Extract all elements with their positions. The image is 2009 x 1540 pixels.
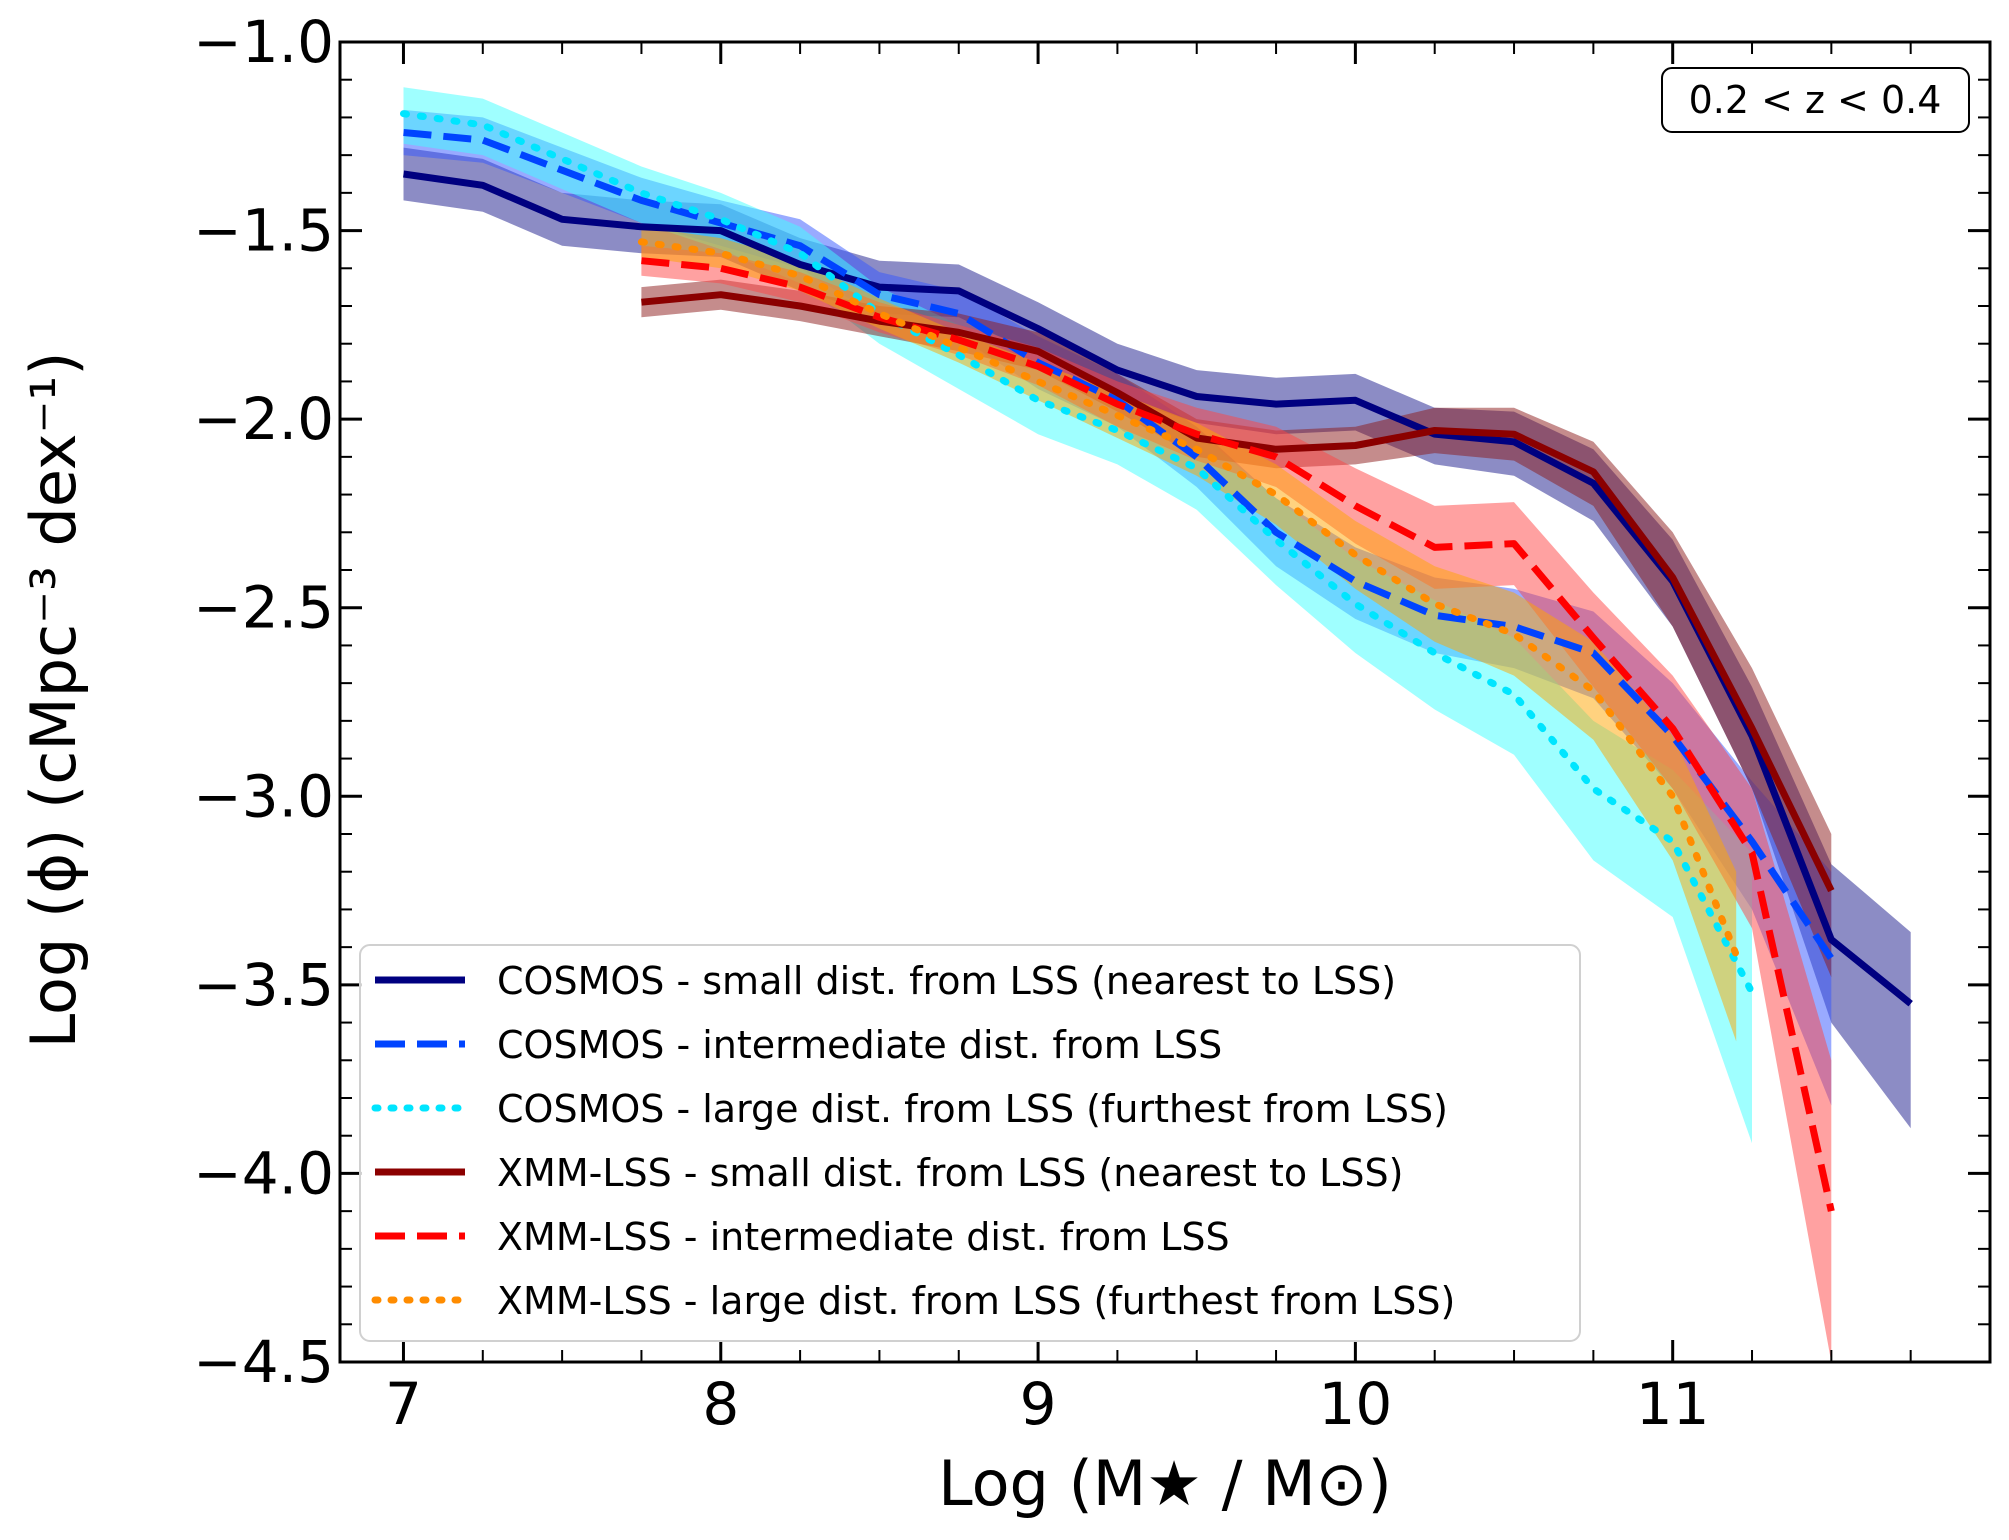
y-axis-label: Log (ϕ) (cMpc⁻³ dex⁻¹) [17,352,90,1049]
legend-label-3: COSMOS - large dist. from LSS (furthest … [497,1087,1448,1131]
y-tick-label: −3.5 [193,951,334,1019]
annotation-box [1661,67,1970,133]
series-line-5 [641,257,1835,1212]
x-tick-label: 11 [1636,1370,1710,1438]
x-tick-label: 10 [1318,1370,1392,1438]
legend-label-1: COSMOS - small dist. from LSS (nearest t… [497,959,1396,1003]
redshift-annotation: 0.2 < z < 0.4 [1661,67,1970,133]
plot-frame [338,40,1992,1364]
axis-tick-labels: 7 8 9 10 11 −1.0 −1.5 −2.0 −2.5 −3.0 −3.5 −4.0 −4.5 [193,8,1709,1438]
annotation-text: 0.2 < z < 0.4 [1689,78,1942,122]
series-line-6 [637,238,1740,959]
axis-ticks [340,40,1990,1364]
x-tick-label: 7 [385,1370,422,1438]
x-tick-label: 9 [1020,1370,1057,1438]
error-band-5 [641,245,1832,1362]
legend-frame [359,944,1581,1342]
y-tick-label: −1.0 [193,8,334,76]
y-tick-label: −1.5 [193,197,334,265]
legend-label-5: XMM-LSS - intermediate dist. from LSS [497,1215,1230,1259]
legend-label-2: COSMOS - intermediate dist. from LSS [497,1023,1222,1067]
y-tick-label: −4.5 [193,1328,334,1396]
legend-label-4: XMM-LSS - small dist. from LSS (nearest … [497,1151,1403,1195]
y-tick-label: −3.0 [193,762,334,830]
series-line-3 [400,110,1756,996]
y-tick-label: −2.0 [193,385,334,453]
legend-label-6: XMM-LSS - large dist. from LSS (furthest… [497,1279,1455,1323]
series-lines [400,110,1913,1212]
x-axis-label: Log (M★ / M⊙) [938,1447,1392,1520]
y-tick-label: −4.0 [193,1139,334,1207]
legend: COSMOS - small dist. from LSS (nearest t… [359,944,1581,1342]
y-tick-label: −2.5 [193,574,334,642]
x-tick-label: 8 [702,1370,739,1438]
